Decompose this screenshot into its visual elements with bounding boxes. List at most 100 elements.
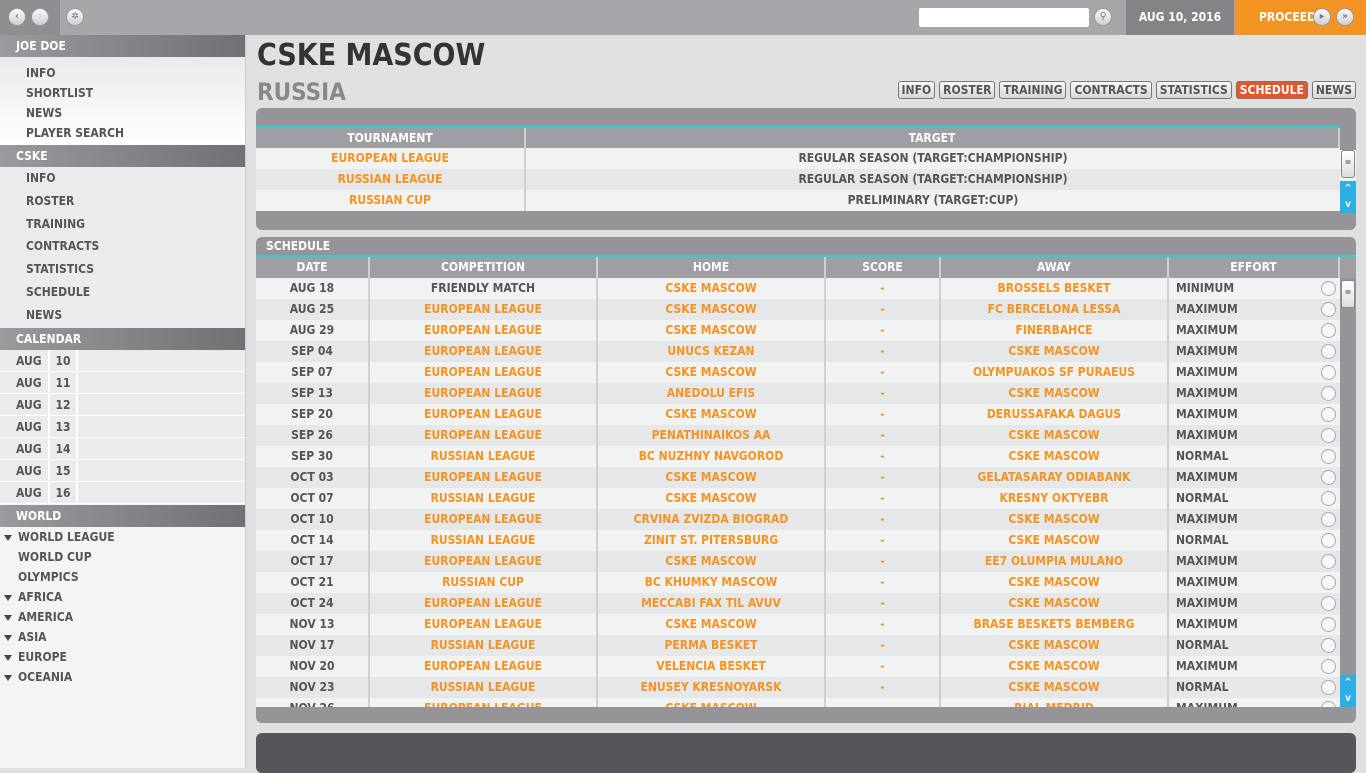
home-cell[interactable]: PERMA BESKET [598,635,826,656]
away-cell[interactable]: EE7 OLUMPIA MULANO [941,551,1169,572]
scroll-down-icon[interactable]: v [1340,197,1356,213]
home-cell[interactable]: CSKE MASCOW [598,614,826,635]
calendar-day[interactable]: AUG 16 [0,481,245,504]
effort-cell[interactable]: NORMAL [1169,488,1336,509]
sidebar-item-statistics[interactable]: STATISTICS [26,262,95,277]
chevron-down-icon[interactable] [1321,596,1336,611]
home-cell[interactable]: CSKE MASCOW [598,320,826,341]
away-cell[interactable]: RIAL MEDRID [941,698,1169,707]
away-cell[interactable]: CSKE MASCOW [941,572,1169,593]
tab-schedule[interactable]: SCHEDULE [1235,81,1308,99]
effort-cell[interactable]: MAXIMUM [1169,551,1336,572]
sidebar-item-info[interactable]: INFO [26,66,56,80]
calendar-day[interactable]: AUG 12 [0,393,245,416]
home-cell[interactable]: CSKE MASCOW [598,551,826,572]
calendar-day[interactable]: AUG 13 [0,415,245,438]
effort-cell[interactable]: MAXIMUM [1169,593,1336,614]
tournament-cell[interactable]: RUSSIAN LEAGUE [256,169,526,190]
home-cell[interactable]: CSKE MASCOW [598,362,826,383]
effort-cell[interactable]: MAXIMUM [1169,614,1336,635]
scroll-thumb[interactable]: = [1341,150,1355,178]
home-cell[interactable]: MECCABI FAX TIL AVUV [598,593,826,614]
away-cell[interactable]: CSKE MASCOW [941,593,1169,614]
tab-news[interactable]: NEWS [1311,81,1356,99]
tournament-cell[interactable]: RUSSIAN CUP [256,190,526,211]
calendar-day[interactable]: AUG 11 [0,371,245,394]
home-cell[interactable]: BC KHUMKY MASCOW [598,572,826,593]
chevron-down-icon[interactable] [1321,344,1336,359]
effort-cell[interactable]: NORMAL [1169,530,1336,551]
chevron-down-icon[interactable] [1321,638,1336,653]
away-cell[interactable]: CSKE MASCOW [941,341,1169,362]
sidebar-item-schedule[interactable]: SCHEDULE [26,284,91,299]
home-cell[interactable]: VELENCIA BESKET [598,656,826,677]
home-cell[interactable]: ZINIT ST. PITERSBURG [598,530,826,551]
chevron-down-icon[interactable] [1321,575,1336,590]
fast-forward-icon[interactable]: » [1336,8,1354,26]
effort-cell[interactable]: MAXIMUM [1169,467,1336,488]
away-cell[interactable]: FC BERCELONA LESSA [941,299,1169,320]
chevron-down-icon[interactable] [1321,659,1336,674]
away-cell[interactable]: CSKE MASCOW [941,446,1169,467]
effort-cell[interactable]: MAXIMUM [1169,383,1336,404]
chevron-down-icon[interactable] [1321,323,1336,338]
away-cell[interactable]: CSKE MASCOW [941,677,1169,698]
search-icon[interactable]: ⚲ [1094,8,1112,26]
away-cell[interactable]: CSKE MASCOW [941,383,1169,404]
away-cell[interactable]: BRASE BESKETS BEMBERG [941,614,1169,635]
away-cell[interactable]: CSKE MASCOW [941,530,1169,551]
effort-cell[interactable]: MAXIMUM [1169,698,1336,707]
home-cell[interactable]: BC NUZHNY NAVGOROD [598,446,826,467]
tab-contracts[interactable]: CONTRACTS [1070,81,1152,99]
home-cell[interactable]: CSKE MASCOW [598,698,826,707]
away-cell[interactable]: CSKE MASCOW [941,509,1169,530]
proceed-button[interactable]: PROCEED ▸ » [1235,0,1366,35]
chevron-down-icon[interactable] [1321,449,1336,464]
calendar-day[interactable]: AUG 15 [0,459,245,482]
world-item-oceania[interactable]: OCEANIA [0,667,245,687]
away-cell[interactable]: BROSSELS BESKET [941,278,1169,299]
home-cell[interactable]: ANEDOLU EFIS [598,383,826,404]
calendar-day[interactable]: AUG 10 [0,349,245,372]
tab-roster[interactable]: ROSTER [939,81,996,99]
scroll-thumb[interactable]: = [1341,280,1355,308]
sidebar-item-training[interactable]: TRAINING [26,216,85,231]
home-cell[interactable]: ENUSEY KRESNOYARSK [598,677,826,698]
effort-cell[interactable]: MAXIMUM [1169,404,1336,425]
search-input[interactable] [919,8,1089,27]
away-cell[interactable]: CSKE MASCOW [941,656,1169,677]
tournament-cell[interactable]: EUROPEAN LEAGUE [256,148,526,169]
home-cell[interactable]: CSKE MASCOW [598,467,826,488]
effort-cell[interactable]: MAXIMUM [1169,425,1336,446]
sidebar-item-info[interactable]: INFO [26,171,56,185]
expand-triangle-icon[interactable] [4,674,12,681]
home-cell[interactable]: CSKE MASCOW [598,404,826,425]
expand-triangle-icon[interactable] [4,654,12,661]
chevron-down-icon[interactable] [1321,554,1336,569]
sidebar-item-contracts[interactable]: CONTRACTS [26,239,100,254]
away-cell[interactable]: GELATASARAY ODIABANK [941,467,1169,488]
sidebar-item-roster[interactable]: ROSTER [26,193,75,208]
away-cell[interactable]: OLYMPUAKOS SF PURAEUS [941,362,1169,383]
sidebar-item-shortlist[interactable]: SHORTLIST [26,86,94,100]
expand-triangle-icon[interactable] [4,534,12,541]
chevron-down-icon[interactable] [1321,428,1336,443]
home-cell[interactable]: CSKE MASCOW [598,488,826,509]
effort-cell[interactable]: NORMAL [1169,677,1336,698]
home-cell[interactable]: CSKE MASCOW [598,278,826,299]
effort-cell[interactable]: MAXIMUM [1169,572,1336,593]
effort-cell[interactable]: MAXIMUM [1169,509,1336,530]
away-cell[interactable]: FINERBAHCE [941,320,1169,341]
effort-cell[interactable]: MAXIMUM [1169,656,1336,677]
world-item-olympics[interactable]: OLYMPICS [0,567,245,587]
effort-cell[interactable]: MAXIMUM [1169,320,1336,341]
effort-cell[interactable]: NORMAL [1169,446,1336,467]
chevron-down-icon[interactable] [1321,533,1336,548]
tab-statistics[interactable]: STATISTICS [1155,81,1232,99]
targets-scrollbar[interactable]: = ^ v [1340,150,1356,213]
world-item-africa[interactable]: AFRICA [0,587,245,607]
world-item-europe[interactable]: EUROPE [0,647,245,667]
sidebar-item-player-search[interactable]: PLAYER SEARCH [26,126,125,140]
calendar-day[interactable]: AUG 14 [0,437,245,460]
play-icon[interactable]: ▸ [1313,8,1331,26]
